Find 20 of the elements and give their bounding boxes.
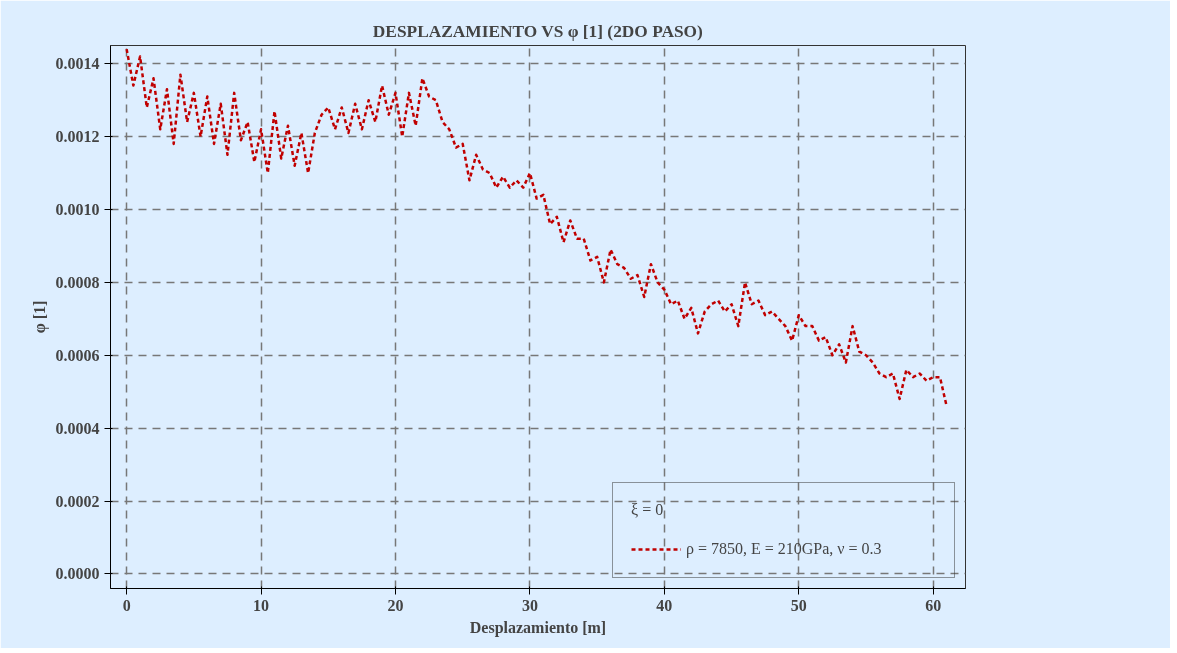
- legend-title: ξ = 0: [631, 501, 665, 519]
- legend-label: ρ = 7850, E = 210GPa, ν = 0.3: [686, 540, 883, 558]
- x-tick-label: 20: [387, 596, 404, 614]
- x-tick-label: 40: [656, 596, 673, 614]
- y-axis-title: φ [1]: [30, 300, 49, 334]
- x-tick-label: 10: [253, 596, 270, 614]
- y-tick-label: 0.0002: [55, 492, 100, 510]
- y-tick-label: 0.0010: [55, 200, 100, 218]
- x-axis-title: Desplazamiento [m]: [469, 618, 607, 637]
- y-tick-label: 0.0004: [55, 419, 100, 437]
- x-tick-label: 30: [521, 596, 538, 614]
- y-tick-label: 0.0000: [55, 565, 100, 583]
- y-tick-label: 0.0008: [55, 273, 100, 291]
- chart-title: DESPLAZAMIENTO VS φ [1] (2DO PASO): [372, 21, 704, 41]
- x-tick-label: 50: [790, 596, 807, 614]
- y-tick-label: 0.0012: [55, 128, 100, 146]
- y-tick-label: 0.0014: [55, 55, 100, 73]
- y-tick-label: 0.0006: [55, 346, 100, 364]
- x-tick-label: 0: [122, 596, 131, 614]
- x-tick-label: 60: [925, 596, 942, 614]
